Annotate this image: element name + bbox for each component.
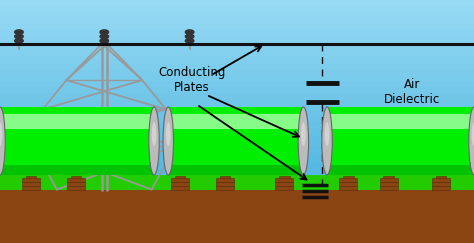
Ellipse shape: [472, 122, 474, 146]
Bar: [432, 182, 450, 186]
Polygon shape: [0, 169, 474, 175]
Bar: [67, 182, 85, 186]
Bar: [22, 178, 40, 182]
Bar: [71, 176, 81, 190]
Bar: [339, 182, 357, 186]
Bar: [216, 182, 234, 186]
Polygon shape: [0, 111, 474, 117]
Bar: [171, 186, 189, 190]
Bar: [216, 186, 234, 190]
Bar: [380, 182, 398, 186]
Polygon shape: [0, 12, 474, 17]
Polygon shape: [0, 47, 474, 52]
Polygon shape: [0, 58, 474, 64]
Bar: [380, 186, 398, 190]
Polygon shape: [0, 76, 474, 82]
Bar: [279, 176, 290, 190]
Bar: [432, 186, 450, 190]
Ellipse shape: [325, 122, 329, 146]
Bar: [220, 176, 230, 190]
Polygon shape: [0, 163, 474, 169]
Text: Conducting
Plates: Conducting Plates: [158, 66, 226, 94]
Bar: [67, 186, 85, 190]
Ellipse shape: [0, 122, 2, 146]
Bar: [383, 176, 394, 190]
Bar: [216, 178, 234, 182]
Polygon shape: [0, 0, 474, 6]
Circle shape: [15, 39, 23, 43]
Bar: [327, 165, 474, 175]
Polygon shape: [0, 99, 474, 105]
Bar: [339, 178, 357, 182]
Polygon shape: [0, 35, 474, 41]
Polygon shape: [0, 82, 474, 87]
Bar: [168, 165, 303, 175]
Circle shape: [15, 34, 23, 39]
Bar: [275, 182, 293, 186]
Bar: [436, 176, 446, 190]
Polygon shape: [0, 93, 474, 99]
Ellipse shape: [163, 107, 173, 175]
Bar: [175, 176, 185, 190]
Bar: [0, 165, 154, 175]
Circle shape: [185, 39, 194, 43]
Polygon shape: [0, 128, 474, 134]
Ellipse shape: [152, 122, 156, 146]
Bar: [67, 178, 85, 182]
Polygon shape: [0, 64, 474, 70]
Text: Air
Dielectric: Air Dielectric: [384, 78, 440, 106]
Polygon shape: [0, 152, 474, 157]
Polygon shape: [0, 23, 474, 29]
Ellipse shape: [469, 107, 474, 175]
Bar: [275, 186, 293, 190]
Polygon shape: [0, 6, 474, 12]
Polygon shape: [0, 52, 474, 58]
Ellipse shape: [301, 122, 306, 146]
Ellipse shape: [0, 107, 5, 175]
Bar: [168, 107, 303, 175]
Bar: [22, 182, 40, 186]
Polygon shape: [0, 122, 474, 128]
Polygon shape: [0, 87, 474, 93]
Polygon shape: [0, 134, 474, 140]
Bar: [168, 114, 303, 129]
Bar: [275, 178, 293, 182]
Bar: [380, 178, 398, 182]
Polygon shape: [0, 17, 474, 23]
Bar: [0, 175, 474, 190]
Polygon shape: [0, 29, 474, 35]
Polygon shape: [0, 140, 474, 146]
Bar: [343, 176, 354, 190]
Bar: [171, 178, 189, 182]
Polygon shape: [0, 105, 474, 111]
Ellipse shape: [322, 107, 332, 175]
Circle shape: [100, 39, 109, 43]
Polygon shape: [0, 146, 474, 152]
Polygon shape: [0, 70, 474, 76]
Bar: [327, 114, 474, 129]
Circle shape: [15, 30, 23, 34]
Bar: [0, 190, 474, 243]
Ellipse shape: [149, 107, 159, 175]
Bar: [432, 178, 450, 182]
Circle shape: [185, 30, 194, 34]
Ellipse shape: [166, 122, 171, 146]
Ellipse shape: [298, 107, 309, 175]
Polygon shape: [0, 117, 474, 122]
Bar: [0, 107, 154, 175]
Polygon shape: [0, 41, 474, 47]
Circle shape: [100, 30, 109, 34]
Bar: [327, 107, 474, 175]
Bar: [339, 186, 357, 190]
Bar: [171, 182, 189, 186]
Bar: [0, 114, 154, 129]
Polygon shape: [0, 157, 474, 163]
Circle shape: [185, 34, 194, 39]
Circle shape: [100, 34, 109, 39]
Bar: [26, 176, 36, 190]
Bar: [22, 186, 40, 190]
